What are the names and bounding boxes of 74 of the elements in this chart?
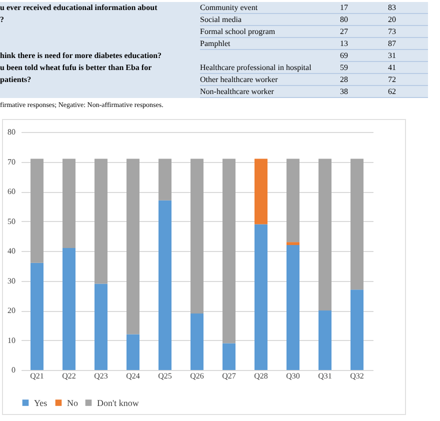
x-tick-label: Q26 (190, 372, 204, 380)
y-tick-label: 0 (12, 366, 16, 374)
y-tick-label: 30 (8, 276, 16, 286)
bar (254, 224, 268, 370)
x-tick-label: Q25 (158, 372, 172, 380)
bar (286, 158, 300, 242)
text: u ever received educational information about (0, 2, 158, 14)
bar (318, 158, 332, 310)
bar (30, 158, 44, 263)
bar (126, 158, 140, 334)
text: 31 (388, 50, 428, 62)
text: 38 (340, 86, 388, 98)
text: 17 (340, 2, 388, 14)
y-tick-label: 20 (8, 306, 16, 315)
bar (350, 290, 364, 370)
text: 20 (388, 14, 428, 26)
x-tick-label: Q32 (350, 372, 364, 380)
text: Healthcare professional in hospital (200, 62, 340, 74)
text: Community event (200, 2, 340, 14)
text: u been told wheat fufu is better than Eba for (0, 62, 153, 74)
bar (62, 248, 76, 370)
y-tick-label: 60 (8, 187, 16, 196)
text: 83 (388, 2, 428, 14)
x-tick-label: Q21 (30, 372, 44, 380)
legend-label: Don't know (97, 398, 140, 408)
bar (158, 158, 172, 200)
text: 80 (340, 14, 388, 26)
text: Social media (200, 14, 340, 26)
text: Pamphlet (200, 38, 340, 50)
bar (158, 200, 172, 370)
text: 41 (388, 62, 428, 74)
text: 59 (340, 62, 388, 74)
bar (222, 158, 236, 344)
x-tick-label: Q28 (254, 372, 268, 380)
x-tick-label: Q23 (94, 372, 108, 380)
bar (222, 343, 236, 370)
legend-label: Yes (34, 398, 48, 408)
bar (94, 284, 108, 370)
x-tick-label: Q27 (222, 372, 236, 380)
bar (62, 158, 76, 248)
text: patients? (0, 74, 32, 86)
y-tick-label: 70 (8, 157, 16, 166)
text: ? (0, 14, 5, 26)
x-tick-label: Q30 (286, 372, 300, 380)
text: hink there is need for more diabetes education? (0, 50, 163, 62)
text: Non-healthcare worker (200, 86, 340, 98)
bar (30, 262, 44, 370)
y-tick-label: 80 (8, 128, 16, 136)
text: 73 (388, 26, 428, 38)
y-tick-label: 50 (8, 216, 16, 226)
bar (350, 158, 364, 290)
text: Formal school program (200, 26, 340, 38)
x-tick-label: Q22 (62, 372, 76, 380)
text: 69 (340, 50, 388, 62)
bar (286, 242, 300, 246)
text: 62 (388, 86, 428, 98)
legend-label: No (67, 398, 78, 408)
text: 28 (340, 74, 388, 86)
bar (94, 158, 108, 284)
text: 72 (388, 74, 428, 86)
bar (254, 158, 268, 224)
y-tick-label: 10 (8, 336, 16, 345)
bar (318, 310, 332, 370)
text: 87 (388, 38, 428, 50)
bar (126, 334, 140, 370)
y-tick-label: 40 (8, 246, 16, 256)
bar (286, 245, 300, 370)
x-tick-label: Q31 (318, 372, 332, 380)
text: Other healthcare worker (200, 74, 340, 86)
text: 27 (340, 26, 388, 38)
text: 13 (340, 38, 388, 50)
x-tick-label: Q24 (126, 372, 140, 380)
bar (190, 158, 204, 314)
bar (190, 313, 204, 370)
